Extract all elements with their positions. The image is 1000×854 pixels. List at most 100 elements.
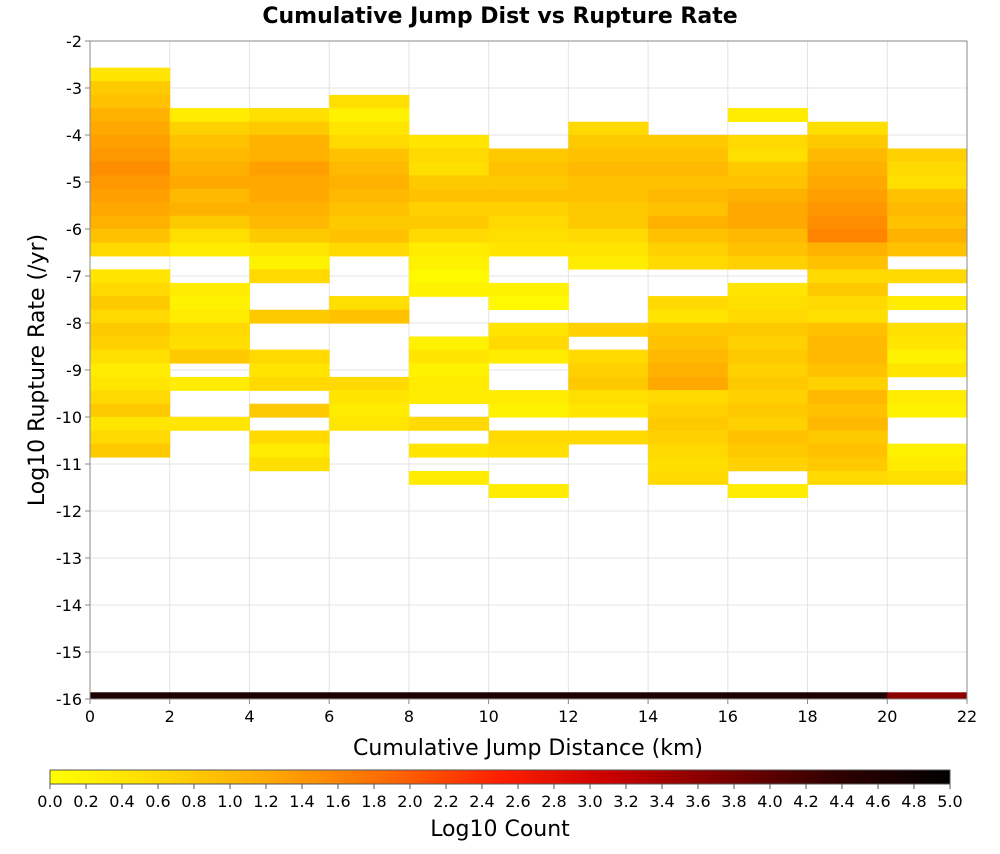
y-tick-label: -13 (56, 549, 82, 568)
x-tick-label: 0 (85, 707, 95, 726)
heatmap-cell (169, 242, 250, 257)
heatmap-cell (648, 363, 729, 378)
colorbar-tick-label: 1.0 (217, 792, 242, 811)
heatmap-cell (169, 376, 250, 391)
heatmap-cell (648, 309, 729, 324)
heatmap-cell (568, 349, 649, 364)
colorbar-tick-label: 4.6 (865, 792, 890, 811)
colorbar-tick-label: 0.2 (73, 792, 98, 811)
heatmap-cell (90, 242, 171, 257)
heatmap-cell (648, 376, 729, 391)
heatmap-cell (568, 390, 649, 405)
heatmap-cell (329, 148, 410, 163)
heatmap-cell (408, 269, 490, 284)
heatmap-cell (727, 296, 809, 311)
heatmap-cell (648, 134, 729, 149)
colorbar-tick-label: 1.2 (253, 792, 278, 811)
heatmap-cell (887, 403, 968, 418)
heatmap-cell (488, 403, 569, 418)
y-axis-ticks: -2 -3 -4 -5 -6 -7 -8 -9 -10 -11 -12 -13 -14 -15 -16 (56, 32, 90, 709)
heatmap-cell (90, 296, 171, 311)
heatmap-cell (249, 121, 330, 136)
y-tick-label: -2 (66, 32, 82, 51)
heatmap-cell (249, 430, 330, 445)
heatmap-cell (329, 161, 410, 176)
colorbar-tick-label: 0.0 (37, 792, 62, 811)
colorbar-tick-label: 3.6 (685, 792, 710, 811)
colorbar (49, 769, 951, 785)
heatmap-cell (807, 457, 888, 472)
heatmap-cell (568, 242, 649, 257)
heatmap-cell (887, 443, 968, 458)
colorbar-tick-label: 2.2 (433, 792, 458, 811)
heatmap-cell (727, 430, 809, 445)
heatmap-cell (169, 349, 250, 364)
heatmap-cell (648, 390, 729, 405)
heatmap-cell (648, 296, 729, 311)
heatmap-cell (329, 215, 410, 230)
heatmap-cell (727, 215, 809, 230)
heatmap-cell (249, 692, 330, 700)
y-tick-label: -9 (66, 361, 82, 380)
heatmap-cell (249, 202, 330, 217)
heatmap-cell (488, 215, 569, 230)
heatmap-cell (488, 228, 569, 243)
heatmap-cell (249, 228, 330, 243)
heatmap-cell (568, 376, 649, 391)
heatmap-cell (648, 470, 729, 485)
heatmap-cell (329, 390, 410, 405)
heatmap-cell (568, 322, 649, 337)
heatmap-cell (807, 443, 888, 458)
x-tick-label: 6 (324, 707, 334, 726)
heatmap-cell (727, 692, 809, 700)
heatmap-cell (329, 403, 410, 418)
heatmap-cell (169, 134, 250, 149)
heatmap-cell (568, 430, 649, 445)
heatmap-cell (408, 188, 490, 203)
heatmap-cell (408, 255, 490, 270)
heatmap-cell (90, 121, 171, 136)
heatmap-cell (648, 457, 729, 472)
chart-title: Cumulative Jump Dist vs Rupture Rate (262, 4, 737, 29)
colorbar-tick-label: 2.0 (397, 792, 422, 811)
heatmap-cell (887, 215, 968, 230)
heatmap-cell (727, 443, 809, 458)
y-tick-label: -4 (66, 126, 82, 145)
heatmap-cell (807, 228, 888, 243)
heatmap-cell (408, 161, 490, 176)
heatmap-cell (727, 336, 809, 351)
heatmap-cell (887, 390, 968, 405)
heatmap-cell (727, 161, 809, 176)
heatmap-cell (488, 430, 569, 445)
heatmap-cell (329, 94, 410, 109)
heatmap-cell (90, 148, 171, 163)
heatmap-cell (408, 376, 490, 391)
heatmap-cell (408, 349, 490, 364)
heatmap-cell (488, 336, 569, 351)
heatmap-cell (249, 255, 330, 270)
heatmap-cell (568, 363, 649, 378)
heatmap-cell (488, 390, 569, 405)
colorbar-tick-label: 3.8 (721, 792, 746, 811)
heatmap-cell (568, 202, 649, 217)
heatmap-cell (329, 228, 410, 243)
heatmap-cell (648, 692, 729, 700)
heatmap-cell (488, 296, 569, 311)
x-axis-ticks: 0 2 4 6 8 10 12 14 16 18 20 22 (85, 699, 977, 726)
heatmap-cell (90, 376, 171, 391)
heatmap-cell (807, 282, 888, 297)
heatmap-cell (169, 692, 250, 700)
heatmap-cell (727, 282, 809, 297)
heatmap-cell (727, 349, 809, 364)
heatmap-cell (887, 692, 968, 700)
heatmap-cell (887, 269, 968, 284)
heatmap-cell (568, 121, 649, 136)
y-tick-label: -15 (56, 643, 82, 662)
x-tick-label: 4 (244, 707, 254, 726)
heatmap-cell (648, 336, 729, 351)
heatmap-cell (887, 161, 968, 176)
heatmap-cell (488, 202, 569, 217)
heatmap-cell (488, 282, 569, 297)
heatmap-cell (568, 175, 649, 190)
